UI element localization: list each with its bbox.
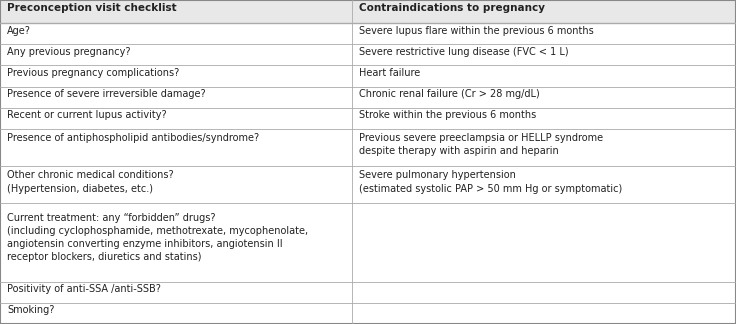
Text: Heart failure: Heart failure [359,68,420,78]
Text: Presence of antiphospholipid antibodies/syndrome?: Presence of antiphospholipid antibodies/… [7,133,260,143]
Text: Age?: Age? [7,26,31,36]
Text: Chronic renal failure (Cr > 28 mg/dL): Chronic renal failure (Cr > 28 mg/dL) [359,89,540,99]
Text: Severe restrictive lung disease (FVC < 1 L): Severe restrictive lung disease (FVC < 1… [359,47,569,57]
Text: Smoking?: Smoking? [7,306,54,315]
Text: Severe lupus flare within the previous 6 months: Severe lupus flare within the previous 6… [359,26,594,36]
Bar [0,0,736,23]
Text: Preconception visit checklist: Preconception visit checklist [7,3,177,13]
Text: Previous pregnancy complications?: Previous pregnancy complications? [7,68,180,78]
Text: Recent or current lupus activity?: Recent or current lupus activity? [7,110,167,120]
Text: Previous severe preeclampsia or HELLP syndrome
despite therapy with aspirin and : Previous severe preeclampsia or HELLP sy… [359,133,604,156]
Text: Current treatment: any “forbidden” drugs?
(including cyclophosphamide, methotrex: Current treatment: any “forbidden” drugs… [7,213,308,262]
Text: Stroke within the previous 6 months: Stroke within the previous 6 months [359,110,537,120]
Text: Any previous pregnancy?: Any previous pregnancy? [7,47,131,57]
Text: Presence of severe irreversible damage?: Presence of severe irreversible damage? [7,89,206,99]
Text: Contraindications to pregnancy: Contraindications to pregnancy [359,3,545,13]
Text: Severe pulmonary hypertension
(estimated systolic PAP > 50 mm Hg or symptomatic): Severe pulmonary hypertension (estimated… [359,170,623,194]
Text: Other chronic medical conditions?
(Hypertension, diabetes, etc.): Other chronic medical conditions? (Hyper… [7,170,174,194]
Text: Positivity of anti-SSA /anti-SSB?: Positivity of anti-SSA /anti-SSB? [7,284,161,294]
